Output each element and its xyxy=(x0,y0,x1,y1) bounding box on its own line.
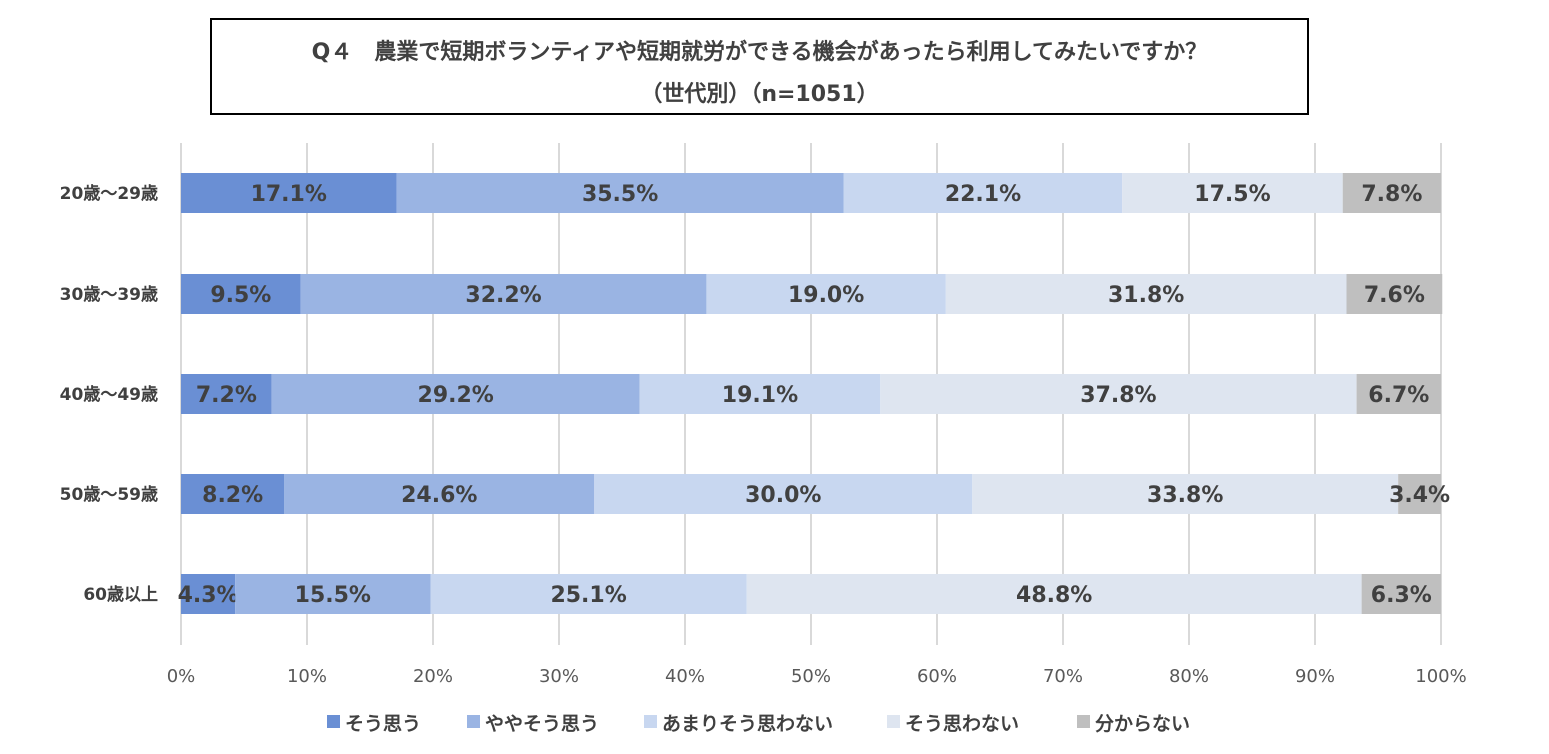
data-label: 7.2% xyxy=(196,383,257,408)
bar-segment xyxy=(706,274,946,314)
category-label: 60歳以上 xyxy=(83,584,158,605)
bar-segment xyxy=(880,374,1357,414)
bar-segment xyxy=(181,374,272,414)
data-label: 31.8% xyxy=(1108,283,1184,308)
category-label: 20歳～29歳 xyxy=(60,183,158,204)
data-label: 7.8% xyxy=(1361,182,1422,207)
legend-swatch xyxy=(467,715,480,728)
x-tick-label: 50% xyxy=(791,666,831,687)
x-tick-label: 0% xyxy=(167,666,196,687)
data-label: 17.1% xyxy=(251,182,327,207)
legend-swatch xyxy=(1077,715,1090,728)
category-label: 40歳～49歳 xyxy=(60,384,158,405)
data-label: 29.2% xyxy=(418,383,494,408)
bar-segment xyxy=(746,574,1362,614)
bar-segment xyxy=(396,173,844,213)
bar-segment xyxy=(1356,374,1441,414)
data-label: 8.2% xyxy=(202,483,263,508)
bar-segment xyxy=(843,173,1123,213)
data-label: 25.1% xyxy=(550,583,626,608)
data-label: 22.1% xyxy=(945,182,1021,207)
data-label: 6.3% xyxy=(1371,583,1432,608)
bar-segment xyxy=(181,574,236,614)
data-label: 24.6% xyxy=(401,483,477,508)
bar-segment xyxy=(945,274,1347,314)
data-label: 19.1% xyxy=(722,383,798,408)
data-label: 32.2% xyxy=(465,283,541,308)
x-tick-label: 60% xyxy=(917,666,957,687)
bar-segment xyxy=(639,374,881,414)
legend-label: 分からない xyxy=(1095,713,1190,735)
data-label: 4.3% xyxy=(178,583,239,608)
data-label: 37.8% xyxy=(1080,383,1156,408)
legend-swatch xyxy=(644,715,657,728)
x-tick-label: 20% xyxy=(413,666,453,687)
legend-label: あまりそう思わない xyxy=(662,713,833,735)
data-label: 33.8% xyxy=(1147,483,1223,508)
data-label: 35.5% xyxy=(582,182,658,207)
data-label: 9.5% xyxy=(210,283,271,308)
bar-segment xyxy=(1346,274,1443,314)
data-label: 3.4% xyxy=(1389,483,1450,508)
category-label: 30歳～39歳 xyxy=(60,284,158,305)
x-tick-label: 70% xyxy=(1043,666,1083,687)
category-label: 50歳～59歳 xyxy=(60,484,158,505)
legend-label: ややそう思う xyxy=(485,713,599,735)
x-tick-label: 100% xyxy=(1415,666,1466,687)
x-tick-label: 40% xyxy=(665,666,705,687)
data-label: 7.6% xyxy=(1364,283,1425,308)
legend-label: そう思わない xyxy=(905,713,1019,735)
chart-title: Q４ 農業で短期ボランティアや短期就労ができる機会があったら利用してみたいですか… xyxy=(311,40,1208,65)
chart-subtitle: （世代別）（n=1051） xyxy=(640,82,879,107)
bar-segment xyxy=(594,474,973,514)
bar-segment xyxy=(235,574,431,614)
data-label: 17.5% xyxy=(1194,182,1270,207)
bar-segment xyxy=(1122,173,1343,213)
legend-swatch xyxy=(327,715,340,728)
data-label: 15.5% xyxy=(295,583,371,608)
x-tick-label: 80% xyxy=(1169,666,1209,687)
bar-segment xyxy=(181,274,301,314)
legend-swatch xyxy=(887,715,900,728)
x-tick-label: 30% xyxy=(539,666,579,687)
bar-segment xyxy=(271,374,640,414)
bar-segment xyxy=(1342,173,1441,213)
bar-segment xyxy=(1398,474,1441,514)
x-tick-label: 10% xyxy=(287,666,327,687)
data-label: 30.0% xyxy=(745,483,821,508)
bar-segment xyxy=(284,474,595,514)
legend-label: そう思う xyxy=(345,713,421,735)
bar-segment xyxy=(300,274,707,314)
data-label: 48.8% xyxy=(1016,583,1092,608)
data-label: 6.7% xyxy=(1368,383,1429,408)
x-tick-label: 90% xyxy=(1295,666,1335,687)
data-label: 19.0% xyxy=(788,283,864,308)
bar-segment xyxy=(972,474,1399,514)
bar-segment xyxy=(1361,574,1441,614)
bar-segment xyxy=(181,474,285,514)
chart-title-box: Q４ 農業で短期ボランティアや短期就労ができる機会があったら利用してみたいですか… xyxy=(210,18,1309,115)
bar-segment xyxy=(181,173,397,213)
bar-segment xyxy=(430,574,747,614)
